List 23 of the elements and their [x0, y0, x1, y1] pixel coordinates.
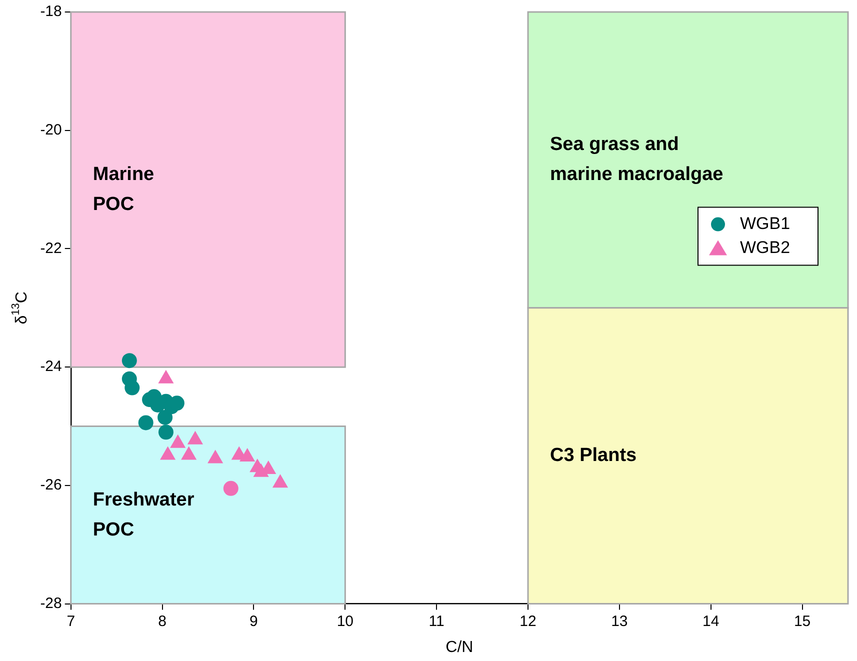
x-tick-label: 14	[702, 612, 720, 630]
data-label: C3 Plants	[550, 445, 637, 466]
x-tick-label: 10	[336, 612, 354, 630]
x-tick-label: 13	[611, 612, 628, 630]
x-tick-label: 7	[66, 612, 76, 630]
data-label: Freshwater POC	[92, 489, 195, 540]
x-axis-title: C/N	[446, 638, 474, 656]
y-tick-label: -18	[40, 3, 62, 20]
y-tick-label: -20	[40, 122, 62, 138]
data-label: Sea grass and marine macroalgae	[550, 134, 724, 186]
data-label: Marine POC	[92, 164, 154, 215]
x-tick-label: 9	[250, 612, 258, 630]
x-tick-label: 12	[520, 612, 536, 630]
x-tick-label: 15	[794, 612, 811, 630]
y-tick-label: -28	[40, 594, 62, 612]
y-tick-label: -24	[40, 358, 62, 376]
y-tick-label: -26	[40, 476, 62, 494]
x-tick-label: 11	[428, 612, 444, 630]
x-tick-label: 8	[158, 612, 166, 630]
y-tick-label: -22	[40, 240, 62, 257]
legend-label: WGB1	[740, 214, 790, 233]
y-axis-title: δ13C	[10, 292, 30, 324]
legend-label: WGB2	[740, 238, 790, 257]
